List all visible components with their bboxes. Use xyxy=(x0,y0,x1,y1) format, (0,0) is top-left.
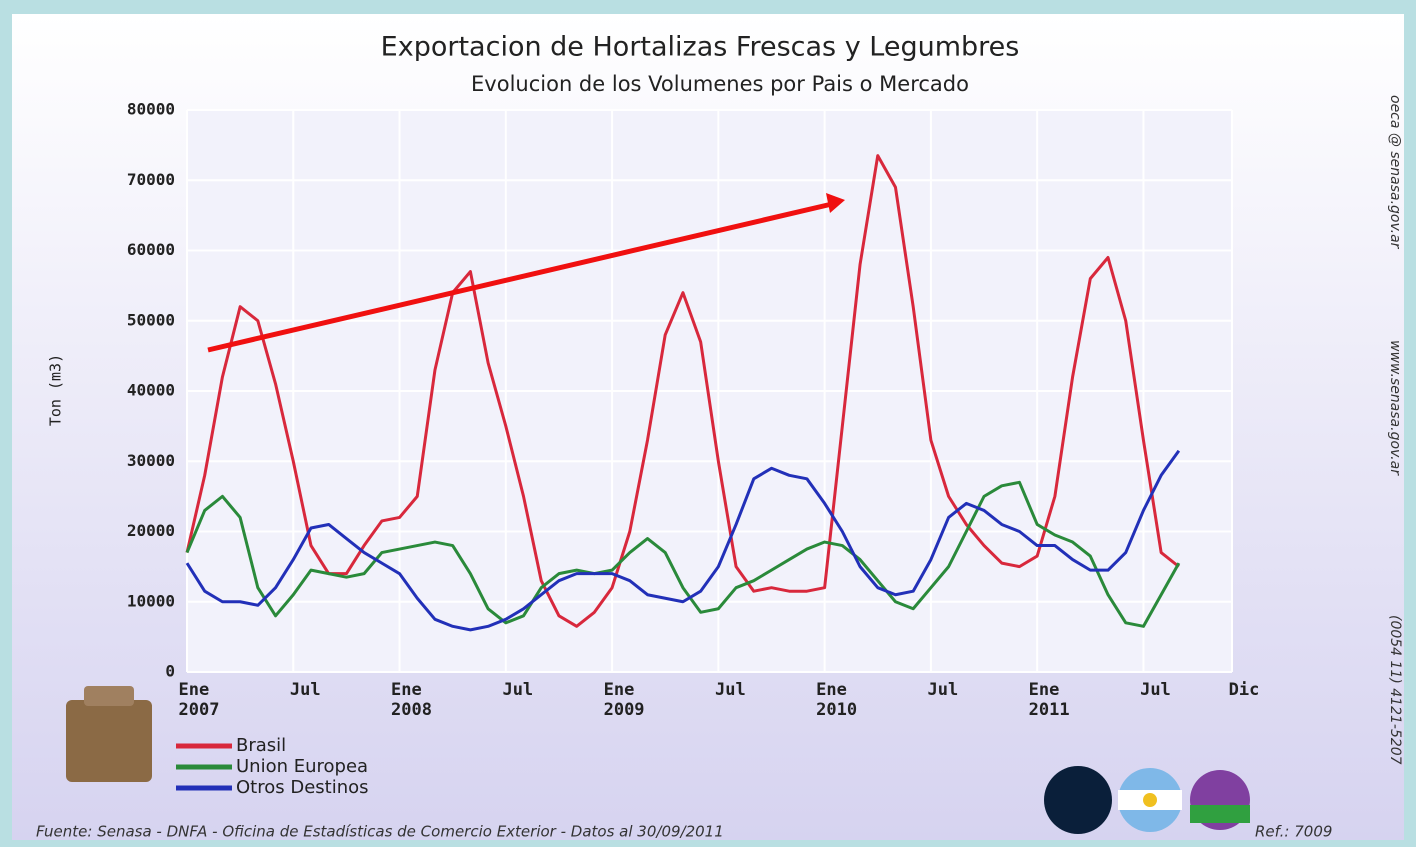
reference: Ref.: 7009 xyxy=(1255,823,1332,841)
y-tick-label: 20000 xyxy=(127,521,175,540)
x-tick-label: Jul xyxy=(715,680,746,700)
x-tick-label: Jul xyxy=(928,680,959,700)
y-tick-label: 60000 xyxy=(127,240,175,259)
x-tick-label: Jul xyxy=(290,680,321,700)
page: Exportacion de Hortalizas Frescas y Legu… xyxy=(0,0,1416,847)
y-tick-label: 50000 xyxy=(127,310,175,329)
legend-label: Union Europea xyxy=(236,756,368,777)
x-tick-label: Jul xyxy=(502,680,533,700)
x-tick-label: Jul xyxy=(1140,680,1171,700)
x-tick-label: Ene 2007 xyxy=(179,680,220,720)
source-note: Fuente: Senasa - DNFA - Oficina de Estad… xyxy=(36,823,724,841)
logos xyxy=(1044,766,1250,834)
y-tick-label: 40000 xyxy=(127,381,175,400)
chart-subtitle: Evolucion de los Volumenes por Pais o Me… xyxy=(471,72,969,96)
side-text: (0054 11) 4121-5207 xyxy=(1387,615,1403,765)
y-tick-label: 10000 xyxy=(127,591,175,610)
side-text: www.senasa.gov.ar xyxy=(1387,340,1403,476)
x-tick-label: Ene 2008 xyxy=(391,680,432,720)
y-tick-label: 30000 xyxy=(127,451,175,470)
x-tick-label: Ene 2010 xyxy=(816,680,857,720)
y-tick-label: 70000 xyxy=(127,170,175,189)
x-tick-label: Dic xyxy=(1229,680,1260,700)
legend-label: Otros Destinos xyxy=(236,777,369,798)
y-tick-label: 0 xyxy=(165,662,175,681)
y-axis-label: Ton (m3) xyxy=(47,354,65,426)
chart-title: Exportacion de Hortalizas Frescas y Legu… xyxy=(381,32,1020,63)
y-tick-label: 80000 xyxy=(127,100,175,119)
x-tick-label: Ene 2011 xyxy=(1029,680,1070,720)
legend-label: Brasil xyxy=(236,735,286,756)
weight-icon xyxy=(66,686,152,782)
x-tick-label: Ene 2009 xyxy=(604,680,645,720)
side-text: oeca @ senasa.gov.ar xyxy=(1387,95,1403,250)
